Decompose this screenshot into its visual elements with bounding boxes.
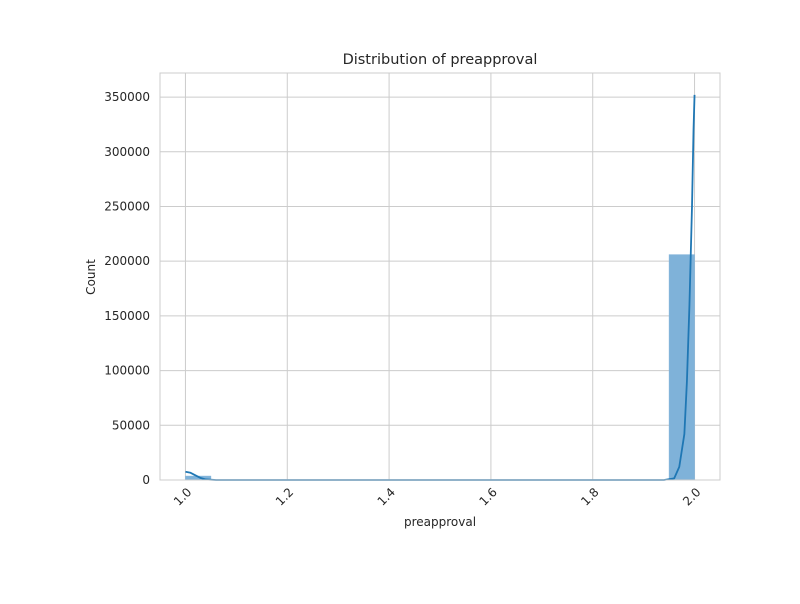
y-tick-label: 250000 <box>104 199 150 213</box>
axes-frame <box>159 72 721 481</box>
y-tick-label: 150000 <box>104 309 150 323</box>
x-tick-label: 1.8 <box>578 485 601 508</box>
x-tick-label: 2.0 <box>680 485 703 508</box>
plot-border <box>159 72 721 481</box>
grid-lines <box>160 73 720 481</box>
x-tick-label: 1.2 <box>273 485 296 508</box>
x-tick-labels: 1.0 1.2 1.4 1.6 1.8 2.0 <box>171 485 703 508</box>
chart-title: Distribution of preapproval <box>343 52 538 68</box>
y-tick-label: 350000 <box>104 90 150 104</box>
y-axis-label: Count <box>84 259 98 295</box>
kde-line <box>185 94 696 481</box>
y-tick-label: 100000 <box>104 364 150 378</box>
y-tick-label: 0 <box>142 473 150 487</box>
y-tick-label: 50000 <box>112 418 150 432</box>
x-axis-label: preapproval <box>404 515 476 529</box>
y-tick-label: 200000 <box>104 254 150 268</box>
x-tick-label: 1.0 <box>171 485 194 508</box>
y-tick-labels: 0 50000 100000 150000 200000 250000 300000 3500… <box>104 90 150 487</box>
y-tick-label: 300000 <box>104 145 150 159</box>
x-tick-label: 1.6 <box>476 485 499 508</box>
kde-curve <box>185 94 696 481</box>
histogram-bars <box>185 254 695 481</box>
x-tick-label: 1.4 <box>375 485 398 508</box>
